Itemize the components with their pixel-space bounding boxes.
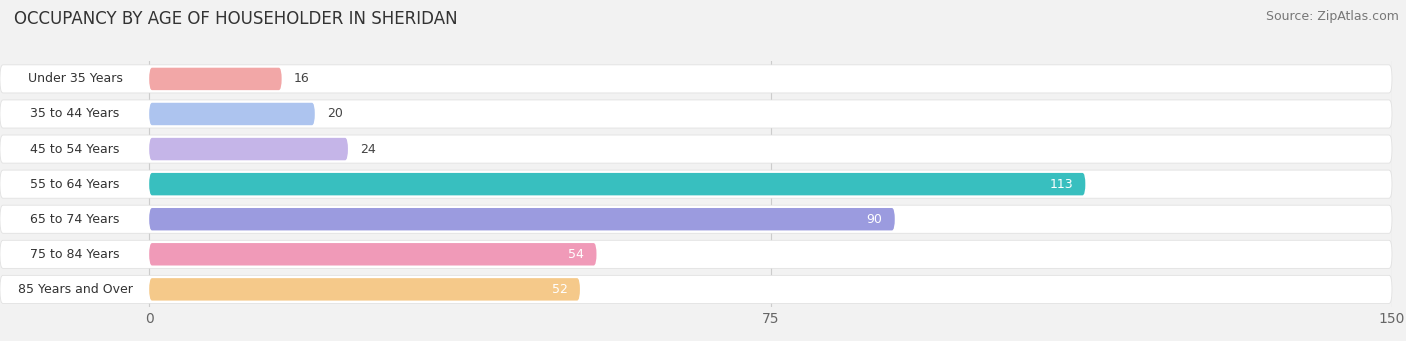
FancyBboxPatch shape <box>0 135 1392 163</box>
Text: 55 to 64 Years: 55 to 64 Years <box>31 178 120 191</box>
Text: 113: 113 <box>1049 178 1073 191</box>
Text: 90: 90 <box>866 213 883 226</box>
FancyBboxPatch shape <box>0 205 1392 233</box>
Text: OCCUPANCY BY AGE OF HOUSEHOLDER IN SHERIDAN: OCCUPANCY BY AGE OF HOUSEHOLDER IN SHERI… <box>14 10 458 28</box>
FancyBboxPatch shape <box>149 103 315 125</box>
FancyBboxPatch shape <box>3 173 148 195</box>
Text: 75 to 84 Years: 75 to 84 Years <box>31 248 120 261</box>
FancyBboxPatch shape <box>3 278 148 300</box>
FancyBboxPatch shape <box>149 173 1085 195</box>
Text: 54: 54 <box>568 248 583 261</box>
FancyBboxPatch shape <box>3 243 148 266</box>
FancyBboxPatch shape <box>3 103 148 125</box>
FancyBboxPatch shape <box>3 68 148 90</box>
FancyBboxPatch shape <box>0 275 1392 303</box>
FancyBboxPatch shape <box>149 243 596 266</box>
FancyBboxPatch shape <box>0 170 1392 198</box>
FancyBboxPatch shape <box>149 208 894 231</box>
Text: Source: ZipAtlas.com: Source: ZipAtlas.com <box>1265 10 1399 23</box>
FancyBboxPatch shape <box>0 100 1392 128</box>
FancyBboxPatch shape <box>3 138 148 160</box>
FancyBboxPatch shape <box>0 240 1392 268</box>
Text: 85 Years and Over: 85 Years and Over <box>17 283 132 296</box>
FancyBboxPatch shape <box>149 278 581 300</box>
FancyBboxPatch shape <box>3 208 148 231</box>
Text: 16: 16 <box>294 72 309 85</box>
Text: 45 to 54 Years: 45 to 54 Years <box>31 143 120 155</box>
Text: Under 35 Years: Under 35 Years <box>28 72 122 85</box>
FancyBboxPatch shape <box>149 138 349 160</box>
Text: 24: 24 <box>360 143 377 155</box>
Text: 52: 52 <box>551 283 568 296</box>
Text: 35 to 44 Years: 35 to 44 Years <box>31 107 120 120</box>
FancyBboxPatch shape <box>0 65 1392 93</box>
Text: 20: 20 <box>328 107 343 120</box>
FancyBboxPatch shape <box>149 68 281 90</box>
Text: 65 to 74 Years: 65 to 74 Years <box>31 213 120 226</box>
